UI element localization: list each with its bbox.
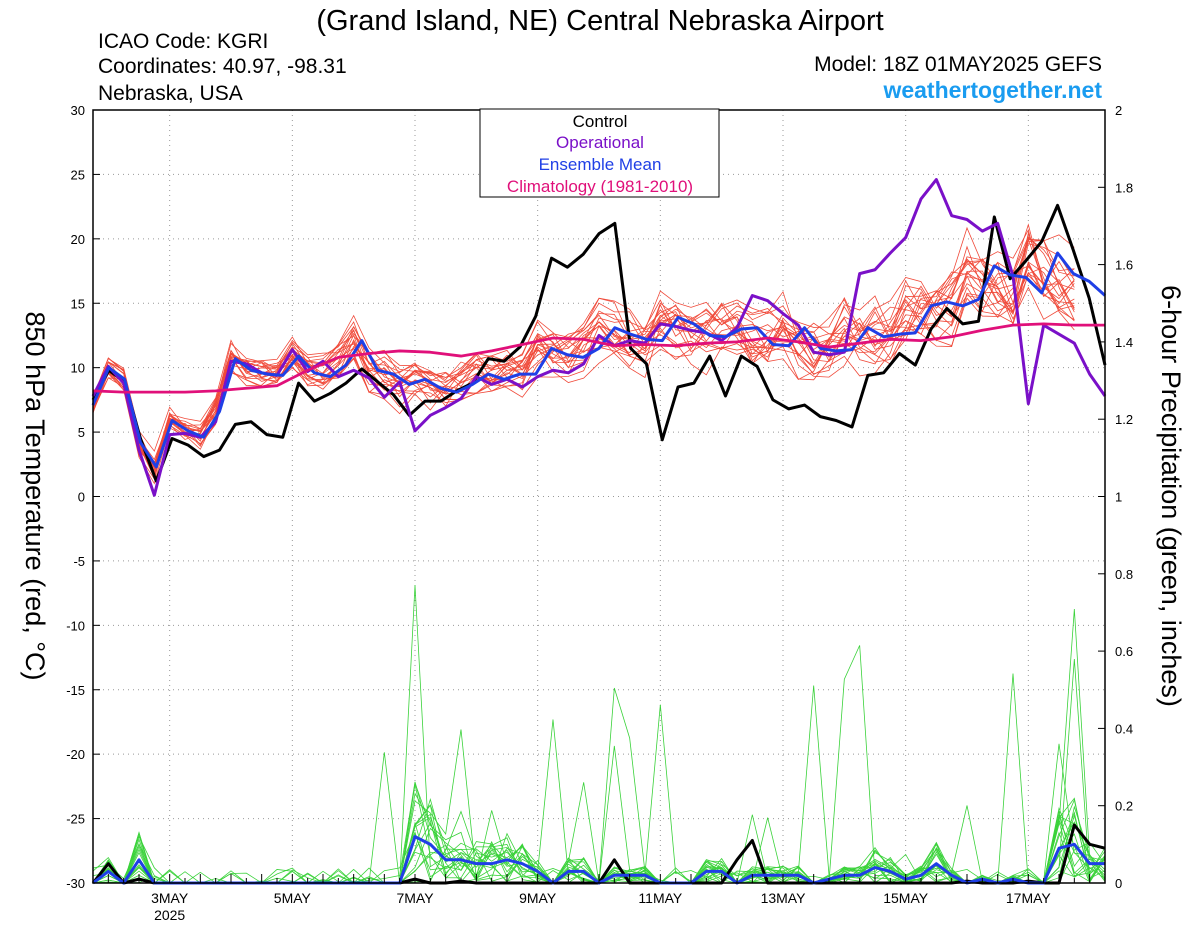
right-tick-label: 2 [1115, 103, 1122, 118]
right-axis-label: 6-hour Precipitation (green, inches) [1156, 285, 1186, 707]
right-tick-label: 0.8 [1115, 567, 1133, 582]
temp-member-line [92, 238, 1075, 469]
x-tick-label: 17MAY [1006, 890, 1052, 906]
left-tick-label: 20 [71, 232, 85, 247]
temp-climatology-line [92, 322, 1105, 394]
right-tick-label: 0 [1115, 876, 1122, 891]
right-tick-label: 1.6 [1115, 258, 1133, 273]
temp-member-line [92, 261, 1075, 470]
right-tick-label: 1.8 [1115, 180, 1133, 195]
left-tick-label: 30 [71, 103, 85, 118]
left-tick-label: -15 [66, 683, 85, 698]
region: Nebraska, USA [98, 82, 243, 105]
legend-operational: Operational [556, 133, 644, 152]
icao-code: ICAO Code: KGRI [98, 30, 268, 53]
right-tick-label: 1 [1115, 490, 1122, 505]
right-tick-label: 0.2 [1115, 799, 1133, 814]
right-tick-label: 0.4 [1115, 721, 1133, 736]
left-tick-label: 15 [71, 296, 85, 311]
grid-lines [93, 109, 1105, 884]
legend-mean: Ensemble Mean [539, 155, 662, 174]
legend: Control Operational Ensemble Mean Climat… [479, 108, 720, 198]
precip-member-line [92, 704, 1106, 884]
legend-control: Control [573, 112, 628, 131]
temp-member-line [92, 270, 1075, 468]
precip-member-line [92, 659, 1106, 884]
x-tick-label: 7MAY [396, 890, 434, 906]
right-tick-label: 1.4 [1115, 335, 1133, 350]
x-tick-label: 5MAY [274, 890, 312, 906]
left-tick-label: 0 [78, 490, 85, 505]
right-tick-label: 0.6 [1115, 644, 1133, 659]
x-tick-label: 11MAY [638, 890, 682, 906]
precip-member-line [92, 673, 1106, 884]
x-tick-label: 9MAY [519, 890, 557, 906]
precip-member-line [92, 585, 1106, 884]
x-tick-label: 13MAY [761, 890, 807, 906]
axis-ticks: -30-25-20-15-10-505101520253000.20.40.60… [66, 103, 1133, 923]
left-tick-label: -10 [66, 618, 85, 633]
precip-member-line [92, 685, 1106, 884]
precip-member-line [92, 687, 1106, 884]
left-tick-label: 10 [71, 361, 85, 376]
right-tick-label: 1.2 [1115, 412, 1133, 427]
temp-ensemble-mean-line [91, 251, 1107, 469]
left-tick-label: -30 [66, 876, 85, 891]
x-tick-label: 15MAY [883, 890, 929, 906]
precip-member-line [92, 719, 1106, 884]
left-axis-label: 850 hPa Temperature (red, °C) [20, 312, 50, 681]
left-tick-label: -20 [66, 747, 85, 762]
precip-member-line [92, 745, 1106, 884]
precip-member-line [92, 752, 1106, 884]
x-tick-sublabel: 2025 [154, 907, 185, 923]
site-link[interactable]: weathertogether.net [882, 77, 1102, 103]
left-tick-label: 5 [78, 425, 85, 440]
temp-member-line [92, 229, 1075, 480]
precip-member-line [92, 645, 1106, 884]
legend-climo: Climatology (1981-2010) [507, 177, 693, 196]
temp-control-line [91, 203, 1107, 483]
precip-member-line [92, 609, 1106, 884]
left-tick-label: -25 [66, 812, 85, 827]
precip-member-line [92, 782, 1106, 884]
left-tick-label: -5 [73, 554, 85, 569]
temp-member-line [92, 231, 1075, 461]
temp-member-line [92, 260, 1075, 468]
page-title: (Grand Island, NE) Central Nebraska Airp… [316, 5, 883, 37]
left-tick-label: 25 [71, 167, 85, 182]
precip-member-line [92, 781, 1106, 884]
temp-member-line [92, 223, 1075, 475]
legend-box [479, 108, 720, 198]
model-run: Model: 18Z 01MAY2025 GEFS [814, 53, 1102, 76]
temp-member-lines [92, 223, 1075, 485]
coordinates: Coordinates: 40.97, -98.31 [98, 55, 347, 78]
x-tick-label: 3MAY [151, 890, 189, 906]
precip-member-lines [92, 585, 1106, 884]
